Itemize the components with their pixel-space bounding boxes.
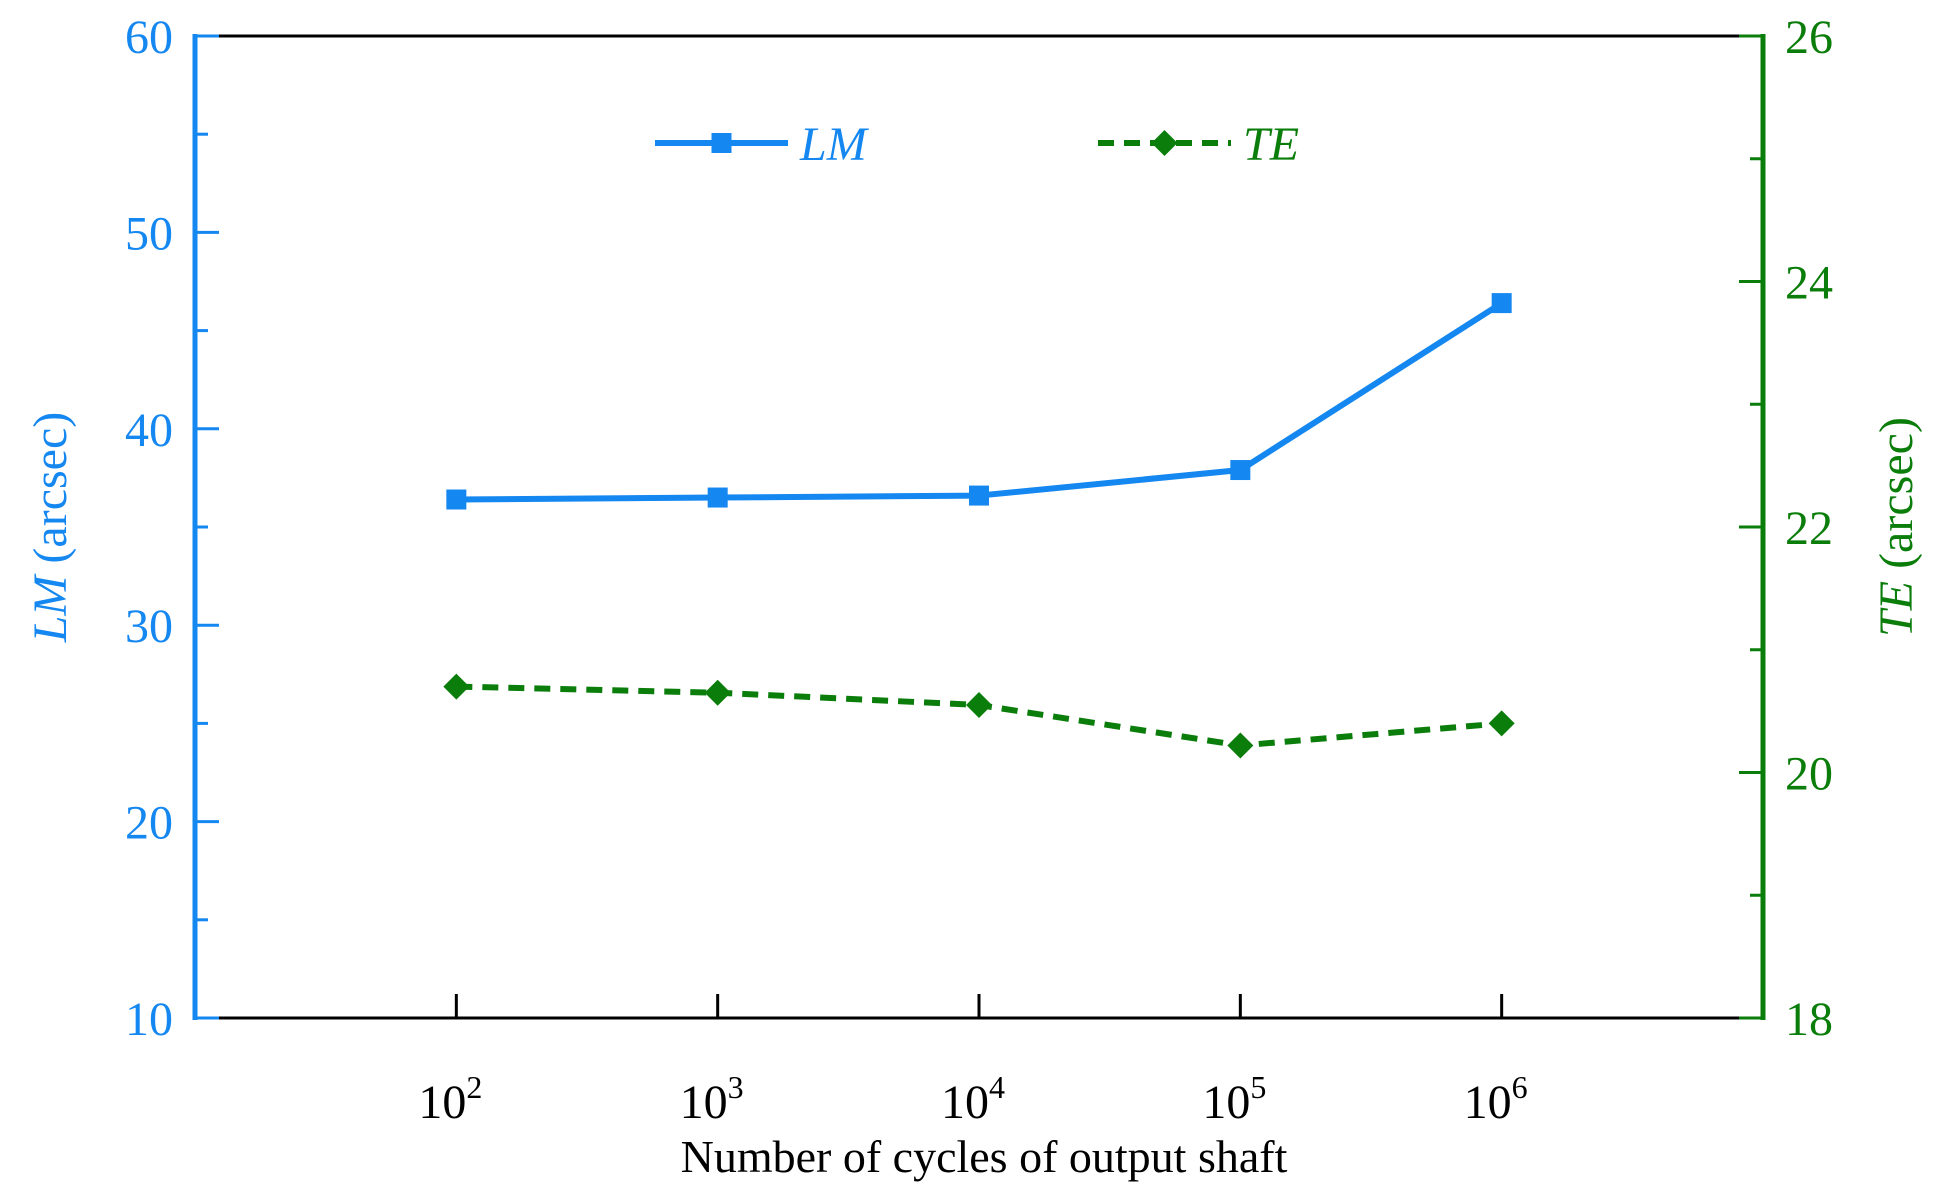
left-axis-title-unit: (arcsec) (24, 412, 77, 576)
x-axis-title: Number of cycles of output shaft (681, 1131, 1288, 1182)
data-point-te (1488, 710, 1515, 737)
right-tick-label: 24 (1785, 257, 1833, 310)
data-point-lm (707, 487, 728, 508)
x-tick-label-base: 10 (418, 1076, 466, 1129)
left-axis-title-variable: LM (24, 573, 77, 644)
data-point-lm (1230, 460, 1251, 481)
x-tick-label: 103 (680, 1069, 744, 1129)
x-tick-label: 106 (1464, 1069, 1528, 1129)
x-tick-label-exponent: 4 (989, 1069, 1005, 1105)
right-tick-label: 18 (1785, 993, 1833, 1046)
right-tick-label: 26 (1785, 11, 1833, 64)
x-tick-label-base: 10 (941, 1076, 989, 1129)
data-point-te (1227, 732, 1254, 759)
x-tick-label-exponent: 2 (466, 1069, 482, 1105)
x-tick-label: 102 (418, 1069, 482, 1129)
data-point-lm (1491, 293, 1512, 314)
series-line-lm (456, 300, 1504, 503)
x-tick-label-base: 10 (1464, 1076, 1512, 1129)
x-tick-label-exponent: 5 (1250, 1069, 1266, 1105)
x-tick-label-exponent: 3 (728, 1069, 744, 1105)
legend: LM TE (655, 118, 1299, 171)
series-layer (443, 293, 1515, 759)
right-axis-title-variable: TE (1870, 581, 1923, 637)
left-tick-label: 10 (125, 993, 173, 1046)
series-te (443, 673, 1515, 759)
legend-entry-te: TE (1098, 118, 1299, 171)
data-point-lm (446, 489, 467, 510)
data-point-te (704, 679, 731, 706)
left-tick-label: 30 (125, 600, 173, 653)
legend-entry-lm: LM (655, 118, 870, 171)
right-tick-label: 22 (1785, 502, 1833, 555)
legend-label-lm: LM (799, 118, 870, 171)
legend-marker-te (1151, 130, 1178, 156)
right-axis-title-unit: (arcsec) (1870, 417, 1923, 581)
x-tick-label-base: 10 (680, 1076, 728, 1129)
left-tick-label: 50 (125, 207, 173, 260)
series-lm (446, 293, 1512, 510)
left-tick-label: 40 (125, 404, 173, 457)
data-point-lm (969, 485, 989, 506)
left-axis-title: LM (arcsec) (24, 412, 77, 644)
right-axis-title: TE (arcsec) (1870, 417, 1923, 637)
x-tick-label: 105 (1202, 1069, 1266, 1129)
x-tick-label-base: 10 (1202, 1076, 1250, 1129)
x-tick-label: 104 (941, 1069, 1005, 1129)
legend-marker-lm (711, 133, 732, 153)
left-y-axis: 10 20 30 40 50 60 LM (arcsec) (24, 11, 219, 1046)
x-tick-label-exponent: 6 (1512, 1069, 1528, 1105)
data-point-te (443, 673, 470, 700)
legend-label-te: TE (1243, 118, 1299, 171)
right-tick-label: 20 (1785, 748, 1833, 801)
data-point-te (966, 691, 992, 718)
left-tick-label: 60 (125, 11, 173, 64)
plot-frame (195, 34, 1763, 1020)
left-tick-label: 20 (125, 797, 173, 850)
right-y-axis: 18 20 22 24 26 TE (arcsec) (1739, 11, 1923, 1046)
x-axis: 102 103 104 105 106 (418, 994, 1528, 1129)
